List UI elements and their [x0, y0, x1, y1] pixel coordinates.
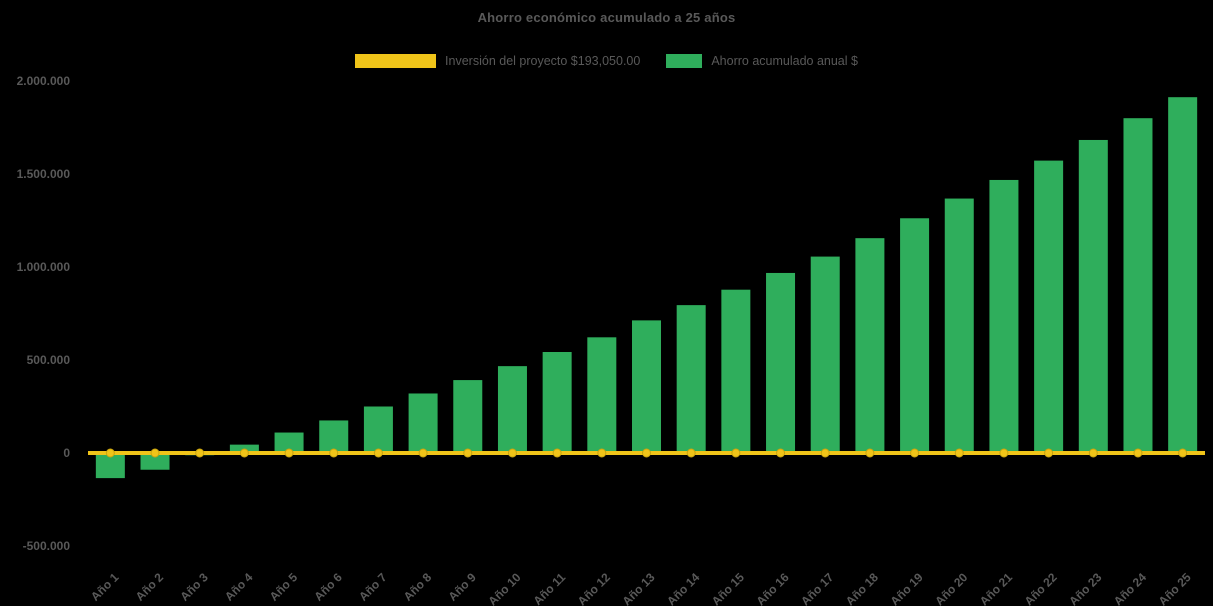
investment-line-marker — [284, 448, 294, 458]
x-axis-label: Año 2 — [133, 570, 167, 604]
savings-bar — [497, 366, 527, 453]
investment-line-marker — [686, 448, 696, 458]
investment-line-marker — [910, 448, 920, 458]
legend-label-savings: Ahorro acumulado anual $ — [711, 54, 858, 68]
legend-item-savings: Ahorro acumulado anual $ — [666, 54, 858, 68]
savings-bar — [1168, 97, 1198, 453]
savings-bar — [363, 406, 393, 453]
x-axis-label: Año 4 — [222, 570, 256, 604]
x-axis-label: Año 1 — [88, 570, 122, 604]
x-axis-label: Año 10 — [485, 570, 523, 606]
legend-swatch-savings-bar — [666, 54, 703, 68]
x-axis-label: Año 13 — [619, 570, 657, 606]
x-axis-label: Año 24 — [1111, 570, 1149, 606]
x-axis-label: Año 18 — [843, 570, 881, 606]
investment-line-marker — [105, 448, 115, 458]
savings-bar — [676, 305, 706, 453]
investment-line-marker — [865, 448, 875, 458]
investment-line-marker — [195, 448, 205, 458]
x-axis-label: Año 9 — [445, 570, 479, 604]
savings-bar — [274, 432, 304, 453]
investment-line-marker — [820, 448, 830, 458]
x-axis-label: Año 6 — [311, 570, 345, 604]
savings-bar — [721, 289, 751, 453]
y-axis-label: 2.000.000 — [17, 74, 71, 88]
savings-bar — [944, 198, 974, 453]
investment-line-marker — [329, 448, 339, 458]
savings-bar — [140, 453, 170, 470]
y-axis-label: 1.500.000 — [17, 167, 71, 181]
legend-label-investment: Inversión del proyecto $193,050.00 — [445, 54, 641, 68]
investment-line-marker — [776, 448, 786, 458]
savings-bar — [1078, 139, 1108, 453]
x-axis-label: Año 8 — [401, 570, 435, 604]
y-axis-label: 500.000 — [27, 353, 71, 367]
investment-line-marker — [731, 448, 741, 458]
savings-bar — [855, 238, 885, 453]
x-axis-label: Año 22 — [1022, 570, 1060, 606]
savings-bar — [632, 320, 661, 453]
x-axis-label: Año 3 — [177, 570, 211, 604]
investment-line-marker — [1088, 448, 1098, 458]
chart-title: Ahorro económico acumulado a 25 años — [477, 10, 736, 25]
x-axis-label: Año 17 — [798, 570, 836, 606]
x-axis-label: Año 16 — [753, 570, 791, 606]
savings-bar — [319, 420, 349, 453]
x-axis-label: Año 11 — [531, 570, 569, 606]
savings-bar — [989, 179, 1019, 453]
investment-line-marker — [1178, 448, 1188, 458]
savings-bar — [766, 272, 796, 453]
savings-bar — [587, 337, 617, 453]
investment-line-marker — [150, 448, 160, 458]
x-axis-label: Año 23 — [1066, 570, 1104, 606]
investment-line-marker — [418, 448, 428, 458]
savings-bar — [1123, 118, 1153, 453]
investment-line-marker — [552, 448, 562, 458]
x-axis-label: Año 19 — [888, 570, 926, 606]
x-axis-label: Año 20 — [932, 570, 970, 606]
legend-item-investment: Inversión del proyecto $193,050.00 — [355, 54, 640, 68]
investment-line-marker — [642, 448, 651, 458]
x-axis-label: Año 25 — [1156, 570, 1194, 606]
savings-bar — [810, 256, 840, 453]
savings-bar — [542, 352, 572, 453]
investment-line-marker — [463, 448, 473, 458]
x-axis-label: Año 21 — [977, 570, 1015, 606]
x-axis-label: Año 5 — [267, 570, 301, 604]
investment-line-marker — [954, 448, 964, 458]
x-axis-label: Año 15 — [709, 570, 747, 606]
x-axis-label: Año 14 — [664, 570, 702, 606]
savings-bar — [900, 218, 930, 453]
savings-bar — [408, 393, 438, 453]
investment-line-marker — [239, 448, 249, 458]
investment-line-marker — [1133, 448, 1143, 458]
investment-line-marker — [999, 448, 1009, 458]
investment-line-marker — [507, 448, 517, 458]
y-axis-label: 1.000.000 — [17, 260, 71, 274]
savings-bar — [453, 380, 483, 453]
investment-line-marker — [1044, 448, 1054, 458]
y-axis-label: 0 — [63, 446, 70, 460]
legend: Inversión del proyecto $193,050.00 Ahorr… — [0, 54, 1213, 68]
savings-bar — [1034, 160, 1064, 453]
legend-swatch-investment-line — [355, 54, 437, 68]
investment-line-marker — [373, 448, 383, 458]
y-axis-label: -500.000 — [23, 539, 71, 553]
x-axis-label: Año 7 — [356, 570, 390, 604]
investment-line-marker — [597, 448, 607, 458]
x-axis-label: Año 12 — [575, 570, 613, 606]
